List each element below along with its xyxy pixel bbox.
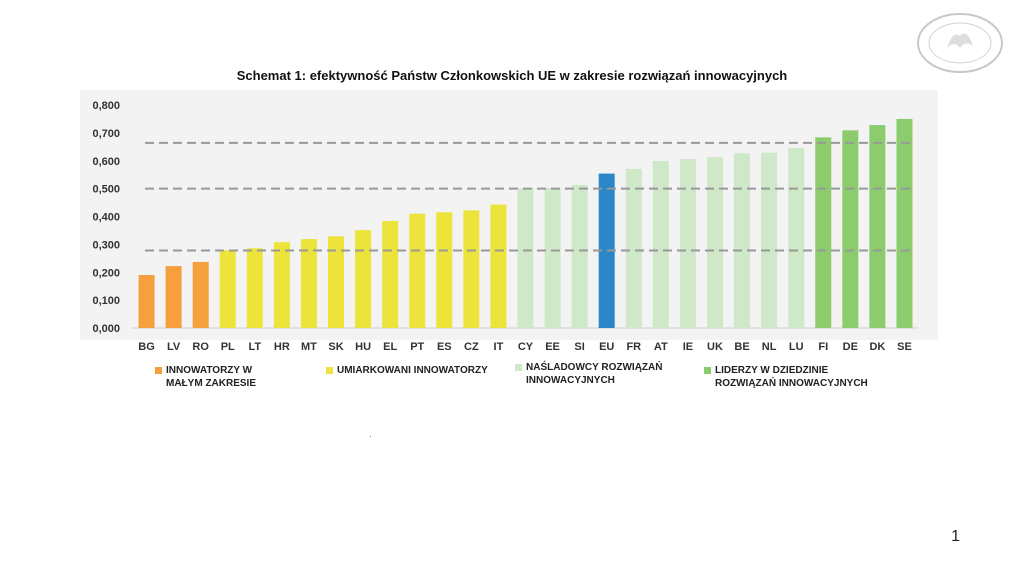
x-tick-label: MT	[301, 341, 317, 353]
bar-uk	[706, 157, 723, 328]
bar-lv	[165, 266, 182, 328]
y-tick-label: 0,700	[92, 128, 120, 140]
x-tick-label: HR	[274, 341, 290, 353]
bar-lu	[788, 147, 805, 328]
y-tick-label: 0,000	[92, 323, 120, 335]
x-tick-label: IT	[494, 341, 504, 353]
legend-label: UMIARKOWANI INNOWATORZY	[337, 365, 488, 376]
bar-hu	[355, 230, 372, 328]
bar-es	[436, 212, 453, 328]
x-tick-label: PT	[410, 341, 424, 353]
bar-sk	[328, 236, 345, 328]
x-tick-label: DE	[843, 341, 858, 353]
bar-bg	[138, 275, 155, 328]
x-tick-label: EU	[599, 341, 614, 353]
bar-ro	[192, 261, 209, 328]
x-tick-label: BG	[138, 341, 155, 353]
x-tick-label: NL	[762, 341, 777, 353]
legend-leaders: LIDERZY W DZIEDZINIE ROZWIĄZAŃ INNOWACYJ…	[704, 364, 868, 390]
bar-ie	[679, 159, 696, 328]
bar-fr	[625, 168, 642, 328]
bar-nl	[761, 152, 778, 328]
stray-dot	[370, 436, 371, 437]
x-tick-label: IE	[683, 341, 693, 353]
bar-si	[571, 185, 588, 328]
bar-eu	[598, 173, 615, 328]
x-tick-label: SK	[328, 341, 343, 353]
bar-it	[490, 204, 507, 328]
x-tick-label: BE	[734, 341, 749, 353]
x-tick-label: FR	[626, 341, 641, 353]
bar-de	[842, 130, 859, 328]
legend-label: INNOWATORZY W MAŁYM ZAKRESIE	[166, 365, 256, 389]
university-seal-logo	[917, 13, 1003, 73]
x-tick-label: LU	[789, 341, 804, 353]
legend-label: NAŚLADOWCY ROZWIĄZAŃ INNOWACYJNYCH	[526, 362, 663, 386]
bar-hr	[273, 242, 290, 328]
legend-swatch-light-green	[515, 364, 522, 371]
x-tick-label: FI	[818, 341, 828, 353]
x-tick-label: HU	[355, 341, 371, 353]
y-tick-label: 0,300	[92, 239, 120, 251]
legend-followers: NAŚLADOWCY ROZWIĄZAŃ INNOWACYJNYCH	[515, 361, 662, 387]
x-tick-label: CZ	[464, 341, 479, 353]
bar-at	[652, 161, 669, 328]
x-tick-label: ES	[437, 341, 452, 353]
x-tick-label: EL	[383, 341, 397, 353]
bar-mt	[300, 239, 317, 328]
x-tick-label: SI	[574, 341, 584, 353]
y-tick-label: 0,600	[92, 156, 120, 168]
x-tick-label: RO	[192, 341, 209, 353]
bar-fi	[815, 137, 832, 328]
x-tick-label: EE	[545, 341, 560, 353]
x-tick-label: PL	[221, 341, 235, 353]
legend-swatch-green	[704, 367, 711, 374]
bar-lt	[246, 248, 263, 328]
bar-be	[734, 153, 751, 328]
bar-pl	[219, 250, 236, 328]
legend-moderate-innovators: UMIARKOWANI INNOWATORZY	[326, 364, 488, 377]
x-tick-label: AT	[654, 341, 668, 353]
bar-el	[382, 220, 399, 328]
bar-cy	[517, 188, 534, 328]
x-tick-label: CY	[518, 341, 534, 353]
bar-pt	[409, 213, 426, 328]
legend-modest-innovators: INNOWATORZY W MAŁYM ZAKRESIE	[155, 364, 256, 390]
x-tick-label: DK	[869, 341, 885, 353]
x-tick-label: SE	[897, 341, 912, 353]
y-tick-label: 0,100	[92, 295, 120, 307]
legend-swatch-orange	[155, 367, 162, 374]
y-tick-label: 0,400	[92, 212, 120, 224]
bar-cz	[463, 210, 480, 328]
bar-dk	[869, 125, 886, 328]
legend-swatch-yellow	[326, 367, 333, 374]
chart-title: Schemat 1: efektywność Państw Członkowsk…	[236, 68, 788, 83]
x-tick-label: LT	[248, 341, 261, 353]
x-tick-label: LV	[167, 341, 181, 353]
bar-se	[896, 118, 913, 328]
x-tick-label: UK	[707, 341, 723, 353]
y-tick-label: 0,800	[92, 100, 120, 112]
legend-label: LIDERZY W DZIEDZINIE ROZWIĄZAŃ INNOWACYJ…	[715, 365, 868, 389]
bar-ee	[544, 188, 561, 328]
page-number: 1	[951, 528, 960, 545]
y-tick-label: 0,200	[92, 267, 120, 279]
y-tick-label: 0,500	[92, 184, 120, 196]
